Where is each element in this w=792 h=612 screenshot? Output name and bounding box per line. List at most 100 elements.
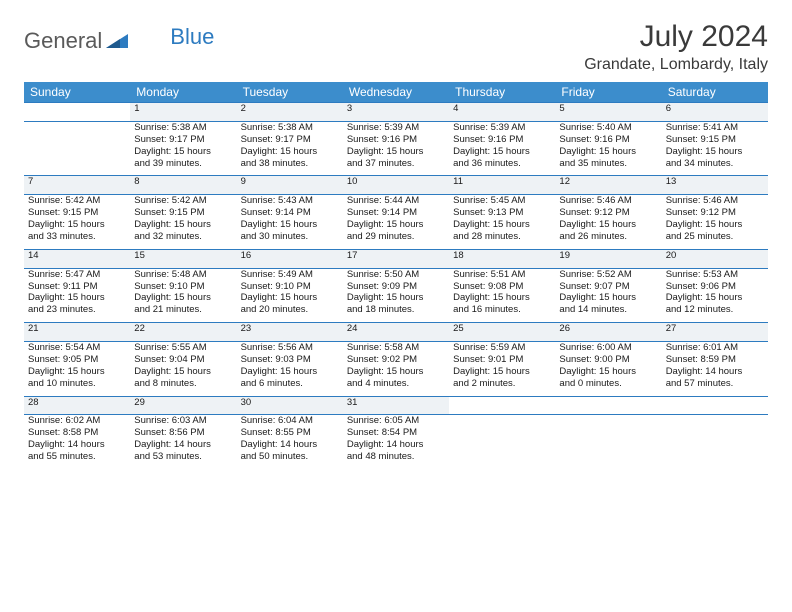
daylight-text: and 20 minutes. — [241, 304, 339, 316]
sunset-text: Sunset: 9:16 PM — [559, 134, 657, 146]
title-block: July 2024 Grandate, Lombardy, Italy — [584, 20, 768, 74]
daylight-text: and 28 minutes. — [453, 231, 551, 243]
day-number: 29 — [130, 396, 236, 415]
sunset-text: Sunset: 9:10 PM — [241, 281, 339, 293]
day-cell: Sunrise: 5:46 AMSunset: 9:12 PMDaylight:… — [555, 195, 661, 250]
day-number: 24 — [343, 323, 449, 342]
header: General Blue July 2024 Grandate, Lombard… — [24, 20, 768, 74]
daylight-text: Daylight: 15 hours — [347, 292, 445, 304]
day-cell: Sunrise: 6:02 AMSunset: 8:58 PMDaylight:… — [24, 415, 130, 469]
month-title: July 2024 — [584, 20, 768, 54]
sunrise-text: Sunrise: 5:38 AM — [241, 122, 339, 134]
daylight-text: and 36 minutes. — [453, 158, 551, 170]
daylight-text: Daylight: 15 hours — [28, 292, 126, 304]
content-row: Sunrise: 5:54 AMSunset: 9:05 PMDaylight:… — [24, 342, 768, 397]
day-number: 12 — [555, 176, 661, 195]
day-cell: Sunrise: 5:54 AMSunset: 9:05 PMDaylight:… — [24, 342, 130, 397]
day-cell: Sunrise: 5:50 AMSunset: 9:09 PMDaylight:… — [343, 268, 449, 323]
day-cell: Sunrise: 5:59 AMSunset: 9:01 PMDaylight:… — [449, 342, 555, 397]
day-number: 17 — [343, 249, 449, 268]
daylight-text: Daylight: 15 hours — [134, 146, 232, 158]
daylight-text: and 8 minutes. — [134, 378, 232, 390]
daynum-row: 14151617181920 — [24, 249, 768, 268]
sunset-text: Sunset: 9:05 PM — [28, 354, 126, 366]
day-cell: Sunrise: 6:04 AMSunset: 8:55 PMDaylight:… — [237, 415, 343, 469]
sunrise-text: Sunrise: 5:51 AM — [453, 269, 551, 281]
day-number — [24, 103, 130, 122]
day-number: 11 — [449, 176, 555, 195]
sunset-text: Sunset: 9:11 PM — [28, 281, 126, 293]
sunset-text: Sunset: 9:07 PM — [559, 281, 657, 293]
day-cell: Sunrise: 5:47 AMSunset: 9:11 PMDaylight:… — [24, 268, 130, 323]
sunset-text: Sunset: 9:15 PM — [666, 134, 764, 146]
daylight-text: Daylight: 14 hours — [666, 366, 764, 378]
day-number — [449, 396, 555, 415]
daylight-text: and 0 minutes. — [559, 378, 657, 390]
day-number: 5 — [555, 103, 661, 122]
day-number: 15 — [130, 249, 236, 268]
day-number: 26 — [555, 323, 661, 342]
daylight-text: Daylight: 15 hours — [453, 219, 551, 231]
sunrise-text: Sunrise: 5:43 AM — [241, 195, 339, 207]
day-number: 7 — [24, 176, 130, 195]
sunset-text: Sunset: 9:04 PM — [134, 354, 232, 366]
day-number: 20 — [662, 249, 768, 268]
sunset-text: Sunset: 9:06 PM — [666, 281, 764, 293]
day-number: 19 — [555, 249, 661, 268]
day-number: 18 — [449, 249, 555, 268]
day-cell — [24, 121, 130, 176]
day-number: 6 — [662, 103, 768, 122]
sunrise-text: Sunrise: 5:59 AM — [453, 342, 551, 354]
day-header: Wednesday — [343, 82, 449, 103]
content-row: Sunrise: 5:47 AMSunset: 9:11 PMDaylight:… — [24, 268, 768, 323]
day-cell — [449, 415, 555, 469]
day-cell: Sunrise: 5:38 AMSunset: 9:17 PMDaylight:… — [130, 121, 236, 176]
day-cell: Sunrise: 5:40 AMSunset: 9:16 PMDaylight:… — [555, 121, 661, 176]
day-cell: Sunrise: 5:52 AMSunset: 9:07 PMDaylight:… — [555, 268, 661, 323]
sunrise-text: Sunrise: 6:00 AM — [559, 342, 657, 354]
day-cell: Sunrise: 5:42 AMSunset: 9:15 PMDaylight:… — [24, 195, 130, 250]
daylight-text: and 26 minutes. — [559, 231, 657, 243]
daylight-text: and 25 minutes. — [666, 231, 764, 243]
sunset-text: Sunset: 8:54 PM — [347, 427, 445, 439]
day-cell: Sunrise: 5:43 AMSunset: 9:14 PMDaylight:… — [237, 195, 343, 250]
daylight-text: and 50 minutes. — [241, 451, 339, 463]
day-number: 3 — [343, 103, 449, 122]
day-header: Saturday — [662, 82, 768, 103]
daylight-text: Daylight: 15 hours — [453, 366, 551, 378]
daylight-text: Daylight: 14 hours — [241, 439, 339, 451]
day-number: 13 — [662, 176, 768, 195]
content-row: Sunrise: 5:42 AMSunset: 9:15 PMDaylight:… — [24, 195, 768, 250]
day-number: 10 — [343, 176, 449, 195]
calendar-page: General Blue July 2024 Grandate, Lombard… — [0, 0, 792, 489]
daylight-text: Daylight: 15 hours — [666, 292, 764, 304]
sunrise-text: Sunrise: 6:05 AM — [347, 415, 445, 427]
day-cell: Sunrise: 6:01 AMSunset: 8:59 PMDaylight:… — [662, 342, 768, 397]
daylight-text: and 55 minutes. — [28, 451, 126, 463]
daylight-text: Daylight: 15 hours — [241, 146, 339, 158]
daylight-text: and 12 minutes. — [666, 304, 764, 316]
day-number: 14 — [24, 249, 130, 268]
sunset-text: Sunset: 9:17 PM — [241, 134, 339, 146]
day-cell: Sunrise: 6:03 AMSunset: 8:56 PMDaylight:… — [130, 415, 236, 469]
day-cell: Sunrise: 5:49 AMSunset: 9:10 PMDaylight:… — [237, 268, 343, 323]
sunrise-text: Sunrise: 5:55 AM — [134, 342, 232, 354]
day-number: 31 — [343, 396, 449, 415]
sunset-text: Sunset: 8:58 PM — [28, 427, 126, 439]
day-header: Tuesday — [237, 82, 343, 103]
day-header: Friday — [555, 82, 661, 103]
daylight-text: Daylight: 15 hours — [28, 219, 126, 231]
daylight-text: and 35 minutes. — [559, 158, 657, 170]
location: Grandate, Lombardy, Italy — [584, 56, 768, 74]
sunrise-text: Sunrise: 5:39 AM — [453, 122, 551, 134]
day-number: 21 — [24, 323, 130, 342]
sunrise-text: Sunrise: 5:56 AM — [241, 342, 339, 354]
sunset-text: Sunset: 9:08 PM — [453, 281, 551, 293]
sunrise-text: Sunrise: 5:52 AM — [559, 269, 657, 281]
brand-part1: General — [24, 28, 102, 54]
daynum-row: 123456 — [24, 103, 768, 122]
day-cell: Sunrise: 5:39 AMSunset: 9:16 PMDaylight:… — [343, 121, 449, 176]
brand-triangle-icon — [106, 30, 128, 53]
day-cell: Sunrise: 5:38 AMSunset: 9:17 PMDaylight:… — [237, 121, 343, 176]
sunrise-text: Sunrise: 6:03 AM — [134, 415, 232, 427]
